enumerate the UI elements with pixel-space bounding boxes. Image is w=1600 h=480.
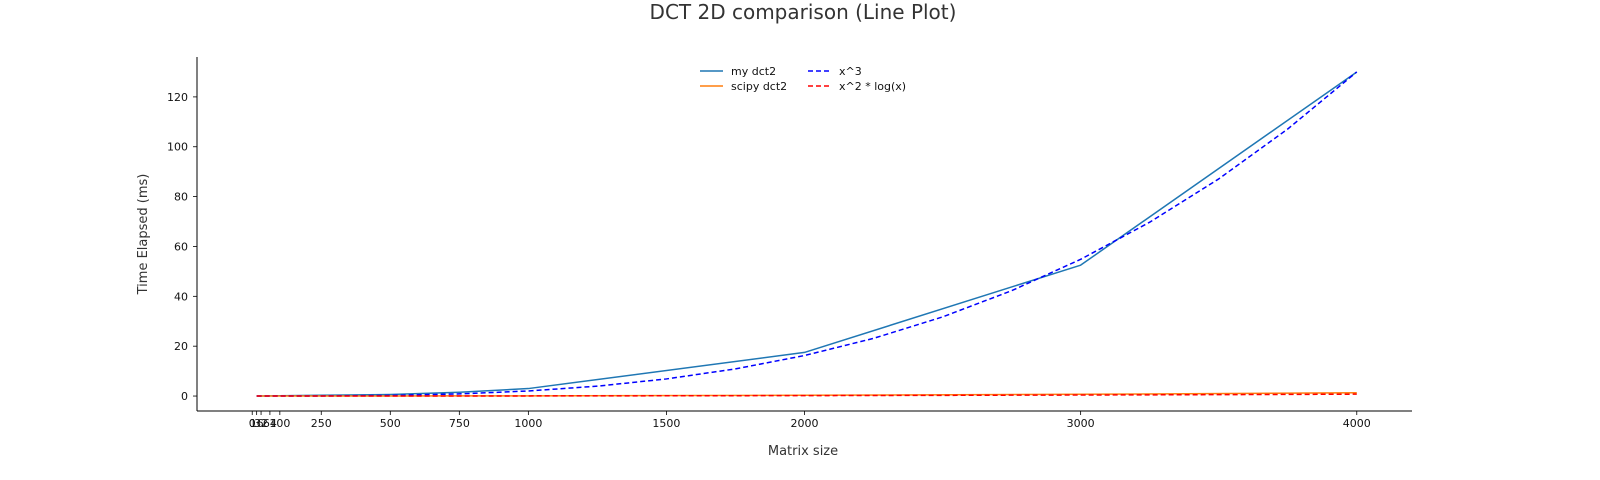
y-tick-label: 100: [167, 141, 188, 154]
chart-title: DCT 2D comparison (Line Plot): [650, 0, 957, 24]
y-tick-label: 20: [174, 340, 188, 353]
legend-label: x^2 * log(x): [839, 80, 906, 93]
x-tick-label: 4000: [1343, 417, 1371, 430]
x-tick-label: 32: [254, 417, 268, 430]
x-tick-label: 750: [449, 417, 470, 430]
series-line-x-3: [256, 71, 1358, 397]
y-tick-label: 120: [167, 91, 188, 104]
series-lines: [256, 71, 1358, 397]
legend-label: scipy dct2: [731, 80, 787, 93]
x-tick-label: 64: [263, 417, 277, 430]
legend-label: x^3: [839, 65, 862, 78]
y-tick-label: 0: [181, 390, 188, 403]
legend: my dct2 scipy dct2 x^3 x^2 * log(x): [700, 65, 906, 93]
x-axis-label: Matrix size: [768, 444, 838, 459]
x-tick-label: 1500: [652, 417, 680, 430]
x-tick-label: 2000: [791, 417, 819, 430]
y-axis-label: Time Elapsed (ms): [136, 174, 151, 296]
y-tick-label: 60: [174, 240, 188, 253]
y-tick-label: 80: [174, 191, 188, 204]
x-tick-label: 3000: [1067, 417, 1095, 430]
series-line-x-2-log-x: [256, 393, 1357, 397]
x-tick-label: 500: [380, 417, 401, 430]
x-tick-label: 100: [269, 417, 290, 430]
legend-label: my dct2: [731, 65, 776, 78]
x-tick-label: 250: [311, 417, 332, 430]
y-axis-ticks: 0 20 40 60 80 100 120: [167, 91, 197, 403]
y-tick-label: 40: [174, 290, 188, 303]
x-tick-label: 16: [250, 417, 264, 430]
series-line-my-dct2: [256, 71, 1358, 397]
x-tick-label: 1000: [514, 417, 542, 430]
x-tick-label: 0: [249, 417, 256, 430]
